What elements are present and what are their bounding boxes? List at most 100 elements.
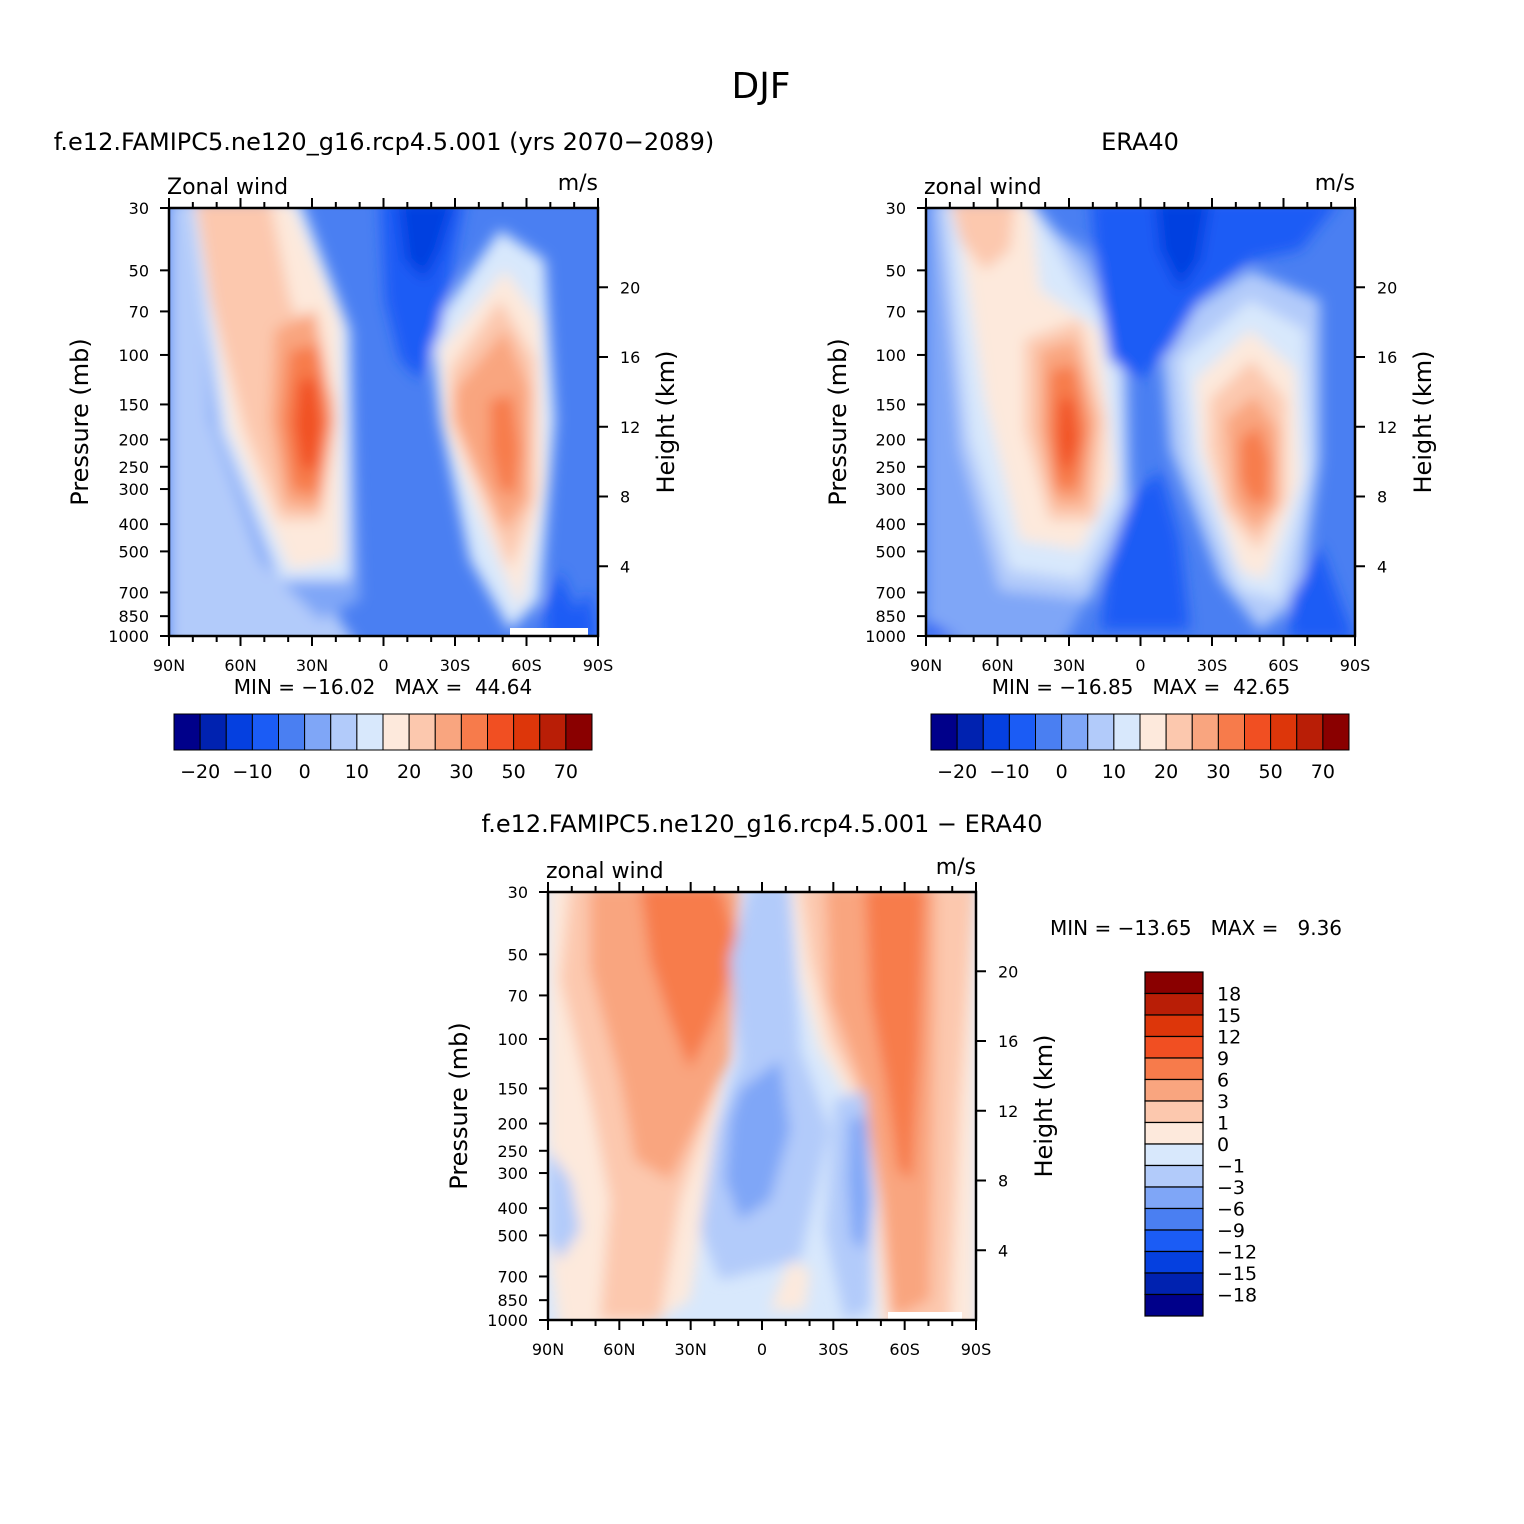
panel-model-variable-label: Zonal wind bbox=[167, 175, 288, 200]
panel-model-axes-ytick-label-400: 400 bbox=[118, 515, 149, 534]
panel-model-axes-xtick-label-0: 0 bbox=[378, 656, 388, 675]
panel-model-axes-y2tick-label-4: 4 bbox=[620, 557, 630, 576]
panel-difference-axes-xtick-label-60N: 60N bbox=[603, 1340, 635, 1359]
panel-difference-axes-xtick-label-30S: 30S bbox=[818, 1340, 849, 1359]
panel-difference-axes-ytick-label-1000: 1000 bbox=[487, 1311, 528, 1330]
panel-model-y2label: Height (km) bbox=[652, 351, 680, 494]
panel-era40-axes-y2tick-label-4: 4 bbox=[1377, 557, 1387, 576]
panel-era40-colorbar-swatch-11 bbox=[1217, 713, 1245, 751]
panel-difference-colorbar-label: −15 bbox=[1217, 1263, 1257, 1285]
panel-era40-colorbar-swatch-8 bbox=[1139, 713, 1167, 751]
panel-difference-colorbar-swatch-8 bbox=[1144, 1143, 1204, 1167]
panel-model-colorbar-swatch-10 bbox=[434, 713, 462, 751]
panel-model-colorbar-swatch-8 bbox=[382, 713, 410, 751]
panel-difference-colorbar-label: −12 bbox=[1217, 1242, 1257, 1264]
panel-difference-units: m/s bbox=[936, 855, 976, 880]
panel-model-colorbar-swatch-2 bbox=[225, 713, 253, 751]
panel-difference-colorbar-label: 15 bbox=[1217, 1005, 1241, 1027]
panel-model-axes-ytick-label-850: 850 bbox=[118, 607, 149, 626]
panel-model-axes-xtick-label-90S: 90S bbox=[583, 656, 614, 675]
panel-era40-colorbar-swatch-12 bbox=[1244, 713, 1272, 751]
panel-model-axes-ytick-label-250: 250 bbox=[118, 458, 149, 477]
panel-difference-axes-ytick-label-250: 250 bbox=[497, 1142, 528, 1161]
panel-difference-y2label: Height (km) bbox=[1030, 1035, 1058, 1178]
panel-model-colorbar-swatch-7 bbox=[356, 713, 384, 751]
panel-era40-axes-ytick-label-150: 150 bbox=[875, 395, 906, 414]
panel-difference-axes-ytick-label-200: 200 bbox=[497, 1115, 528, 1134]
panel-model-colorbar-swatch-5 bbox=[304, 713, 332, 751]
panel-difference-colorbar-label: −1 bbox=[1217, 1156, 1245, 1178]
panel-model-axes-xtick-label-30N: 30N bbox=[296, 656, 328, 675]
panel-difference-axes-y2tick-label-20: 20 bbox=[998, 962, 1018, 981]
panel-era40-colorbar-label: 70 bbox=[1311, 761, 1335, 783]
panel-model-axes-ytick-label-200: 200 bbox=[118, 431, 149, 450]
panel-era40-colorbar-swatch-4 bbox=[1035, 713, 1063, 751]
panel-era40-colorbar: −20 −10 0 10 20 30 50 70 bbox=[930, 713, 1350, 783]
panel-era40-colorbar-label: 30 bbox=[1206, 761, 1230, 783]
panel-era40-axes-xtick-label-30N: 30N bbox=[1053, 656, 1085, 675]
panel-difference-colorbar-label: 1 bbox=[1217, 1113, 1229, 1135]
panel-difference-colorbar-swatch-3 bbox=[1144, 1035, 1204, 1059]
panel-difference-axes-ytick-label-150: 150 bbox=[497, 1079, 528, 1098]
panel-difference-colorbar-swatch-4 bbox=[1144, 1057, 1204, 1081]
panel-difference-axes-ytick-label-300: 300 bbox=[497, 1164, 528, 1183]
panel-difference-colorbar-label: −3 bbox=[1217, 1177, 1245, 1199]
panel-difference-colorbar-swatch-12 bbox=[1144, 1229, 1204, 1253]
panel-era40-colorbar-label: 0 bbox=[1056, 761, 1068, 783]
panel-era40-axes-ytick-label-700: 700 bbox=[875, 583, 906, 602]
panel-difference-title: f.e12.FAMIPC5.ne120_g16.rcp4.5.001 − ERA… bbox=[482, 810, 1043, 838]
panel-era40-ylabel: Pressure (mb) bbox=[824, 338, 852, 505]
panel-era40-axes-ytick-label-250: 250 bbox=[875, 458, 906, 477]
panel-model-axes-y2tick-label-12: 12 bbox=[620, 418, 640, 437]
panel-era40-nh-upper-jet bbox=[952, 208, 1015, 270]
panel-era40-sh-jet-35 bbox=[1240, 425, 1270, 505]
panel-era40-colorbar-label: −20 bbox=[937, 761, 977, 783]
panel-model-colorbar-swatch-3 bbox=[251, 713, 279, 751]
panel-difference-axes-y2tick-label-16: 16 bbox=[998, 1032, 1018, 1051]
panel-difference-axes-y2tick-label-12: 12 bbox=[998, 1102, 1018, 1121]
panel-era40-colorbar-label: 50 bbox=[1259, 761, 1283, 783]
panel-difference-axes-ytick-label-30: 30 bbox=[508, 883, 528, 902]
panel-model-polar-easterly bbox=[545, 570, 598, 636]
panel-model-axes-y2tick-label-16: 16 bbox=[620, 348, 640, 367]
panel-era40-easterly-core bbox=[1155, 208, 1209, 290]
panel-era40: ERA40 zonal wind m/s bbox=[824, 128, 1437, 783]
panel-era40-axes-y2tick-label-12: 12 bbox=[1377, 418, 1397, 437]
panel-difference-tropics-negative-3 bbox=[725, 1060, 790, 1220]
panel-difference-colorbar-swatch-7 bbox=[1144, 1121, 1204, 1145]
panel-difference-colorbar-label: −18 bbox=[1217, 1285, 1257, 1307]
panel-difference-colorbar-label: 12 bbox=[1217, 1027, 1241, 1049]
panel-difference-colorbar-swatch-9 bbox=[1144, 1164, 1204, 1188]
panel-difference-axes-xtick-label-60S: 60S bbox=[889, 1340, 920, 1359]
panel-difference-colorbar-swatch-2 bbox=[1144, 1014, 1204, 1038]
panel-era40-axes-y2tick-label-8: 8 bbox=[1377, 488, 1387, 507]
panel-model-nh-jet-core bbox=[295, 378, 322, 470]
panel-model-colorbar-label: 50 bbox=[502, 761, 526, 783]
panel-era40-colorbar-swatch-10 bbox=[1191, 713, 1219, 751]
panel-era40-colorbar-label: −10 bbox=[989, 761, 1029, 783]
panel-model-axes-ytick-label-70: 70 bbox=[129, 302, 149, 321]
panel-model-axes-y2tick-label-20: 20 bbox=[620, 278, 640, 297]
panel-era40-axes-ytick-label-400: 400 bbox=[875, 515, 906, 534]
panel-model-colorbar-swatch-1 bbox=[199, 713, 227, 751]
panel-difference-field bbox=[548, 892, 976, 1320]
panel-model-easterly-core bbox=[398, 208, 453, 280]
panel-era40-colorbar-swatch-1 bbox=[956, 713, 984, 751]
panel-model-axes-y2tick-label-8: 8 bbox=[620, 488, 630, 507]
panel-era40-variable-label: zonal wind bbox=[924, 175, 1042, 200]
panel-difference-colorbar-swatch-0 bbox=[1144, 971, 1204, 995]
panel-difference-nh-negative bbox=[548, 1150, 580, 1260]
panel-difference-colorbar-swatch-15 bbox=[1144, 1293, 1204, 1317]
panel-model-colorbar-label: 10 bbox=[345, 761, 369, 783]
panel-difference-axes-ytick-label-50: 50 bbox=[508, 945, 528, 964]
panel-era40-stats: MIN = −16.85 MAX = 42.65 bbox=[992, 675, 1290, 699]
panel-era40-field bbox=[926, 208, 1355, 636]
panel-model: f.e12.FAMIPC5.ne120_g16.rcp4.5.001 (yrs … bbox=[54, 128, 715, 783]
panel-model-colorbar-label: 0 bbox=[299, 761, 311, 783]
panel-model-axes-ytick-label-500: 500 bbox=[118, 542, 149, 561]
panel-era40-units: m/s bbox=[1315, 171, 1355, 196]
panel-difference-sh-positive-6 bbox=[865, 892, 925, 1180]
panel-difference-colorbar-swatch-1 bbox=[1144, 992, 1204, 1016]
